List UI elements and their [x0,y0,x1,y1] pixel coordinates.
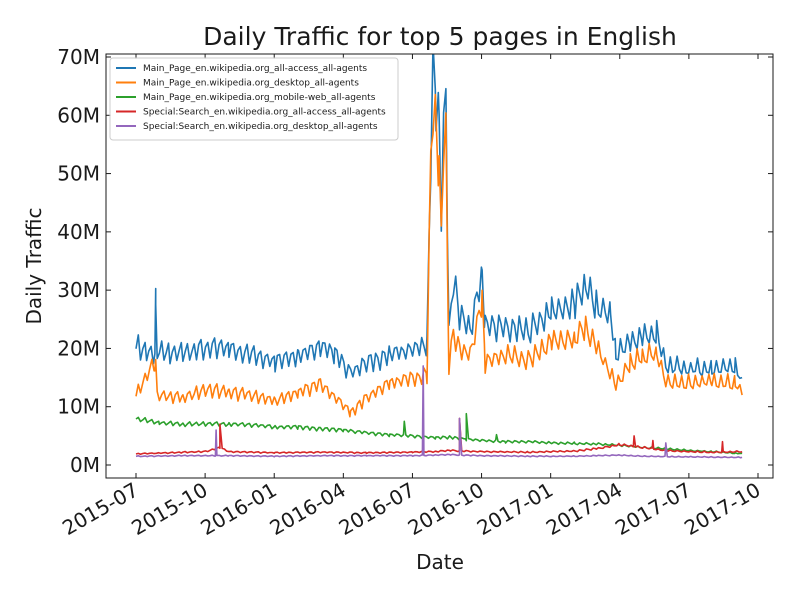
legend-entry: Main_Page_en.wikipedia.org_desktop_all-a… [143,79,359,89]
chart-title: Daily Traffic for top 5 pages in English [203,22,677,51]
legend-entry: Main_Page_en.wikipedia.org_all-access_al… [143,64,367,74]
y-tick-label: 0M [70,453,100,477]
series-line-5 [135,365,743,459]
plot-lines [135,54,743,459]
y-tick-label: 50M [57,162,100,186]
y-tick-label: 40M [57,220,100,244]
legend-entry: Special:Search_en.wikipedia.org_all-acce… [143,108,386,118]
y-axis-label: Daily Traffic [22,207,46,324]
y-axis: 0M 10M 20M 30M 40M 50M 60M 70M [57,45,773,477]
y-tick-label: 20M [57,336,100,360]
y-tick-label: 60M [57,103,100,127]
y-tick-label: 30M [57,278,100,302]
y-tick-label: 70M [57,45,100,69]
y-tick-label: 10M [57,395,100,419]
plot-frame [105,53,774,479]
x-axis-label: Date [416,550,464,574]
series-line-2 [135,93,743,418]
series-line-4 [135,417,743,456]
legend-box [109,57,399,141]
chart-legend: Main_Page_en.wikipedia.org_all-access_al… [109,57,399,141]
legend-entry: Main_Page_en.wikipedia.org_mobile-web_al… [143,93,376,103]
legend-entry: Special:Search_en.wikipedia.org_desktop_… [143,122,378,132]
